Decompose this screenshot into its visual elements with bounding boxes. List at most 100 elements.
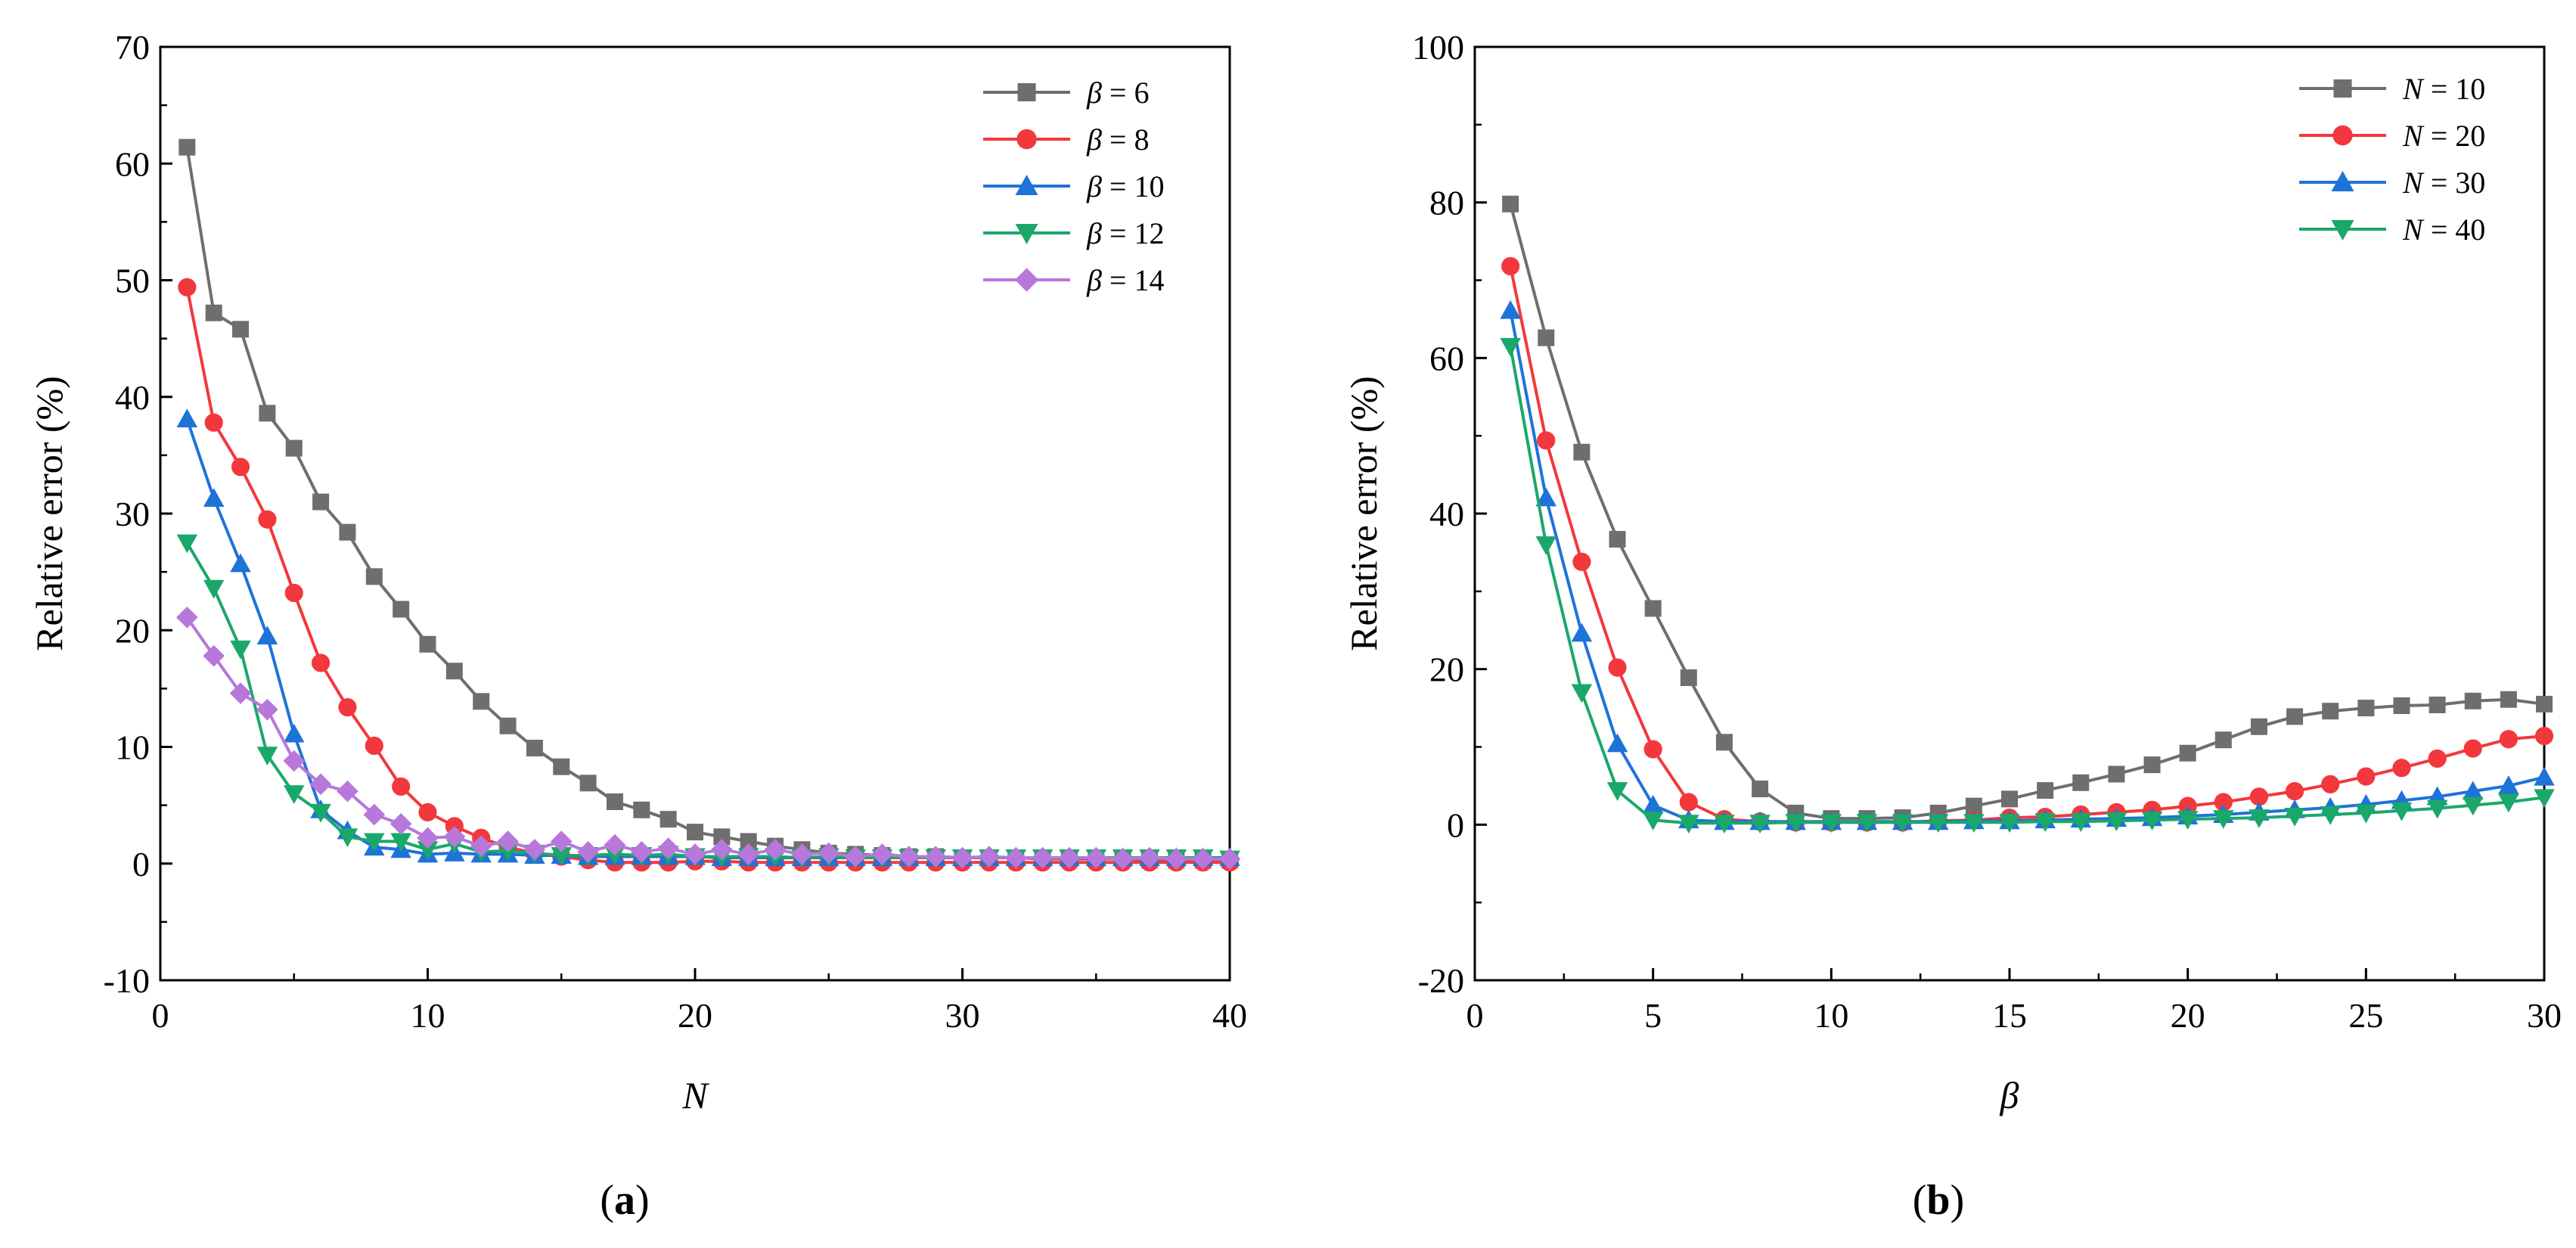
data-point [633,801,650,818]
panel-label: (b) [1913,1177,1964,1224]
data-point [1752,781,1769,798]
x-tick-label: 0 [152,996,169,1035]
data-point [1642,812,1664,830]
panel-label-letter: b [1926,1177,1950,1224]
series-1 [1502,195,2553,827]
data-point [338,697,357,717]
y-tick-label: 20 [115,611,150,650]
series-3 [176,408,1240,867]
data-point [230,640,251,660]
data-point [1085,846,1107,869]
data-point [1502,195,1519,213]
data-point [2464,692,2481,709]
legend-eq: = [2423,72,2456,106]
data-point [2500,691,2517,708]
data-point [1112,848,1134,870]
data-point [2462,781,2484,800]
legend-marker [2331,220,2354,241]
legend-eq: = [2423,213,2456,247]
data-point [1535,536,1557,555]
legend-num: 6 [1134,76,1149,110]
y-tick-label: 70 [115,28,150,67]
y-tick-label: 60 [1429,339,1464,377]
data-point [176,408,198,428]
data-point [2357,700,2375,717]
legend-eq: = [1102,123,1134,157]
legend-num: 12 [1134,216,1164,250]
data-point [1606,733,1628,753]
data-point [1892,814,1913,833]
data-point [978,846,1001,868]
y-tick-label: -20 [1418,961,1464,1000]
y-axis-title: Relative error (%) [28,376,70,651]
data-point [1749,815,1771,834]
legend-marker [2332,125,2353,146]
panel-label-open: ( [600,1177,614,1224]
series-line [1509,310,2545,824]
data-point [203,488,225,507]
data-point [2286,708,2304,725]
data-point [687,824,703,841]
series-line [1509,346,2545,825]
x-tick-label: 10 [411,996,445,1035]
data-point [365,736,383,756]
data-point [1644,600,1662,617]
data-point [711,838,733,861]
y-tick-label: 0 [1447,806,1464,844]
series-line [1509,203,2545,821]
data-point [2536,695,2553,712]
legend-label: β = 10 [1086,169,1164,203]
series-2 [1501,256,2554,832]
legend-eq: = [2423,119,2456,153]
data-point [1963,814,1985,833]
panel-label: (a) [600,1177,649,1224]
data-point [2037,782,2054,799]
legend-num: 10 [2455,72,2485,106]
y-tick-label: -10 [104,961,150,1000]
data-point [2143,756,2161,774]
series-5 [176,606,1241,870]
x-tick-label: 40 [1212,996,1247,1035]
legend-num: 10 [1134,169,1164,203]
data-point [364,833,385,852]
legend-marker [2333,79,2352,98]
data-point [284,723,305,743]
legend-label: N = 30 [2402,166,2485,200]
legend-eq: = [1102,216,1134,250]
data-point [2355,804,2377,824]
y-tick-label: 0 [132,845,150,883]
data-point [203,579,225,599]
data-point [1218,848,1241,870]
y-tick-label: 100 [1412,28,1464,67]
data-point [1680,669,1697,686]
data-point [363,803,386,826]
data-point [339,523,356,541]
data-point [176,606,198,629]
legend-label: β = 6 [1086,76,1149,110]
legend-var: N [2402,72,2425,106]
y-tick-label: 10 [115,728,150,767]
data-point [791,843,813,865]
data-point [284,785,305,804]
data-point [2250,718,2267,735]
data-point [390,813,412,835]
data-point [1999,814,2020,833]
data-point [2357,767,2376,786]
data-point [550,830,573,852]
x-tick-label: 20 [678,996,712,1035]
legend-label: N = 10 [2402,72,2485,106]
data-point [577,841,599,863]
legend-var: β [1086,263,1102,297]
legend-label: β = 14 [1086,263,1164,297]
data-point [2499,730,2518,749]
data-point [499,717,517,734]
data-point [551,846,572,866]
series-line [185,616,1230,861]
data-point [2249,787,2269,806]
legend-var: β [1086,76,1102,110]
data-point [2213,810,2234,829]
y-tick-label: 50 [115,262,150,300]
data-point [1058,846,1081,869]
